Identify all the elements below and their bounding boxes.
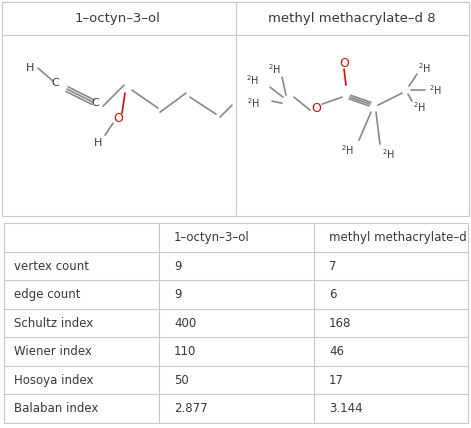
Text: C: C [91, 98, 99, 108]
Text: C: C [51, 78, 59, 88]
Text: 7: 7 [329, 259, 336, 273]
Text: 1–octyn–3–ol: 1–octyn–3–ol [174, 231, 250, 244]
Text: H: H [26, 63, 34, 73]
Text: O: O [311, 101, 321, 115]
Text: $^{2}$H: $^{2}$H [341, 143, 355, 157]
Text: edge count: edge count [14, 288, 81, 301]
Text: Balaban index: Balaban index [14, 402, 98, 415]
Text: 9: 9 [174, 259, 181, 273]
Text: Wiener index: Wiener index [14, 345, 92, 358]
Text: 9: 9 [174, 288, 181, 301]
Text: Hosoya index: Hosoya index [14, 374, 94, 387]
Text: 17: 17 [329, 374, 344, 387]
Text: 168: 168 [329, 317, 351, 330]
Text: 50: 50 [174, 374, 189, 387]
Text: methyl methacrylate–d 8: methyl methacrylate–d 8 [329, 231, 471, 244]
Text: 2.877: 2.877 [174, 402, 208, 415]
Text: $^{2}$H: $^{2}$H [382, 147, 396, 161]
Text: Schultz index: Schultz index [14, 317, 93, 330]
Text: vertex count: vertex count [14, 259, 89, 273]
Text: $^{2}$H: $^{2}$H [268, 62, 282, 76]
Text: 6: 6 [329, 288, 336, 301]
Text: O: O [339, 56, 349, 70]
Text: H: H [94, 138, 102, 148]
Text: $^{2}$H: $^{2}$H [246, 73, 259, 87]
Text: 400: 400 [174, 317, 196, 330]
Text: $^{2}$H: $^{2}$H [414, 100, 427, 114]
Text: $^{2}$H: $^{2}$H [430, 83, 443, 97]
Text: 110: 110 [174, 345, 196, 358]
Text: $^{2}$H: $^{2}$H [418, 61, 431, 75]
Text: methyl methacrylate–d 8: methyl methacrylate–d 8 [268, 12, 436, 24]
Text: $^{2}$H: $^{2}$H [247, 96, 260, 110]
Text: 3.144: 3.144 [329, 402, 363, 415]
Text: 1–octyn–3–ol: 1–octyn–3–ol [75, 12, 161, 24]
Text: O: O [113, 112, 123, 125]
Text: 46: 46 [329, 345, 344, 358]
